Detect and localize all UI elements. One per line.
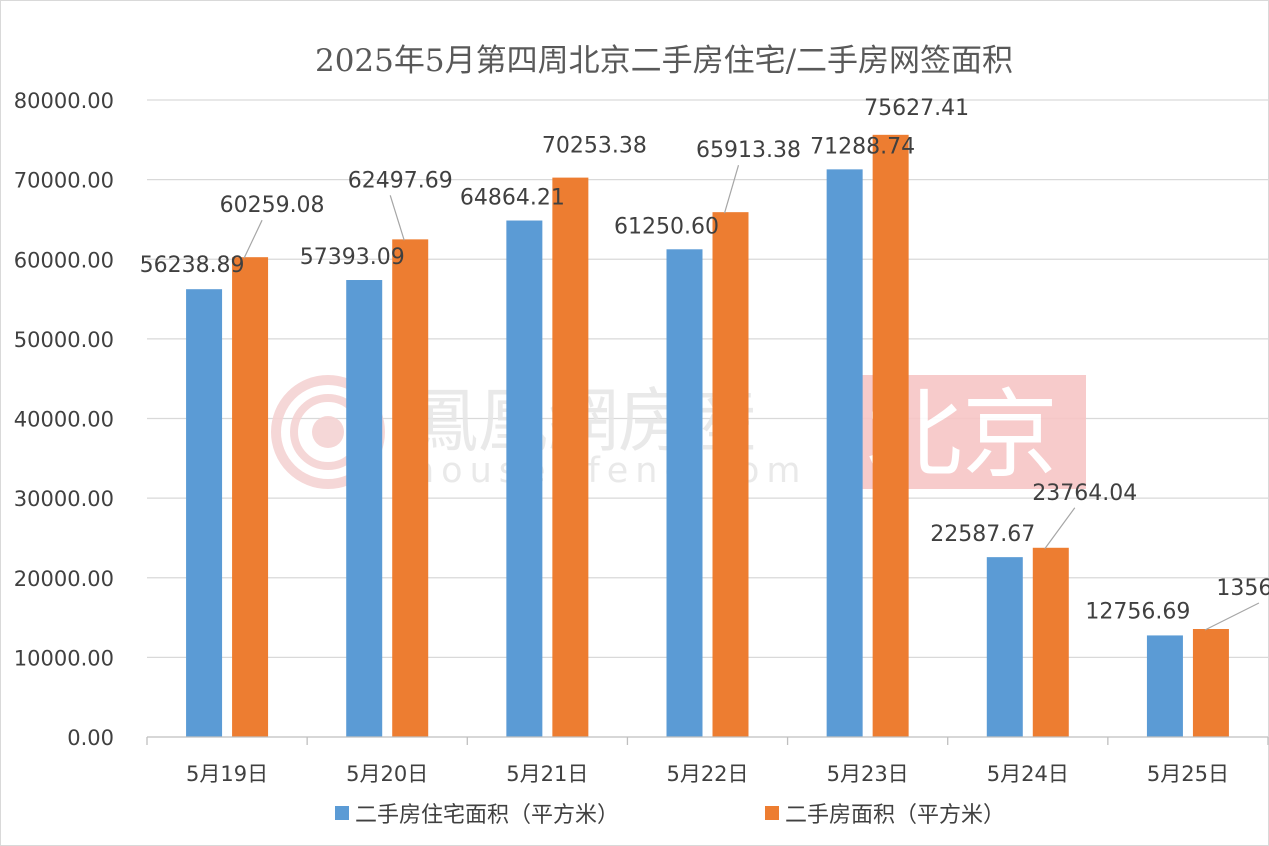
x-tick-label: 5月22日 [666, 762, 748, 786]
data-label-series-2: 65913.38 [696, 138, 801, 163]
data-label-series-1: 61250.60 [614, 214, 719, 239]
label-leader-line [723, 164, 740, 214]
legend-swatch-series-2 [765, 806, 779, 820]
bar-series-1 [186, 289, 223, 737]
label-leaders [243, 164, 1260, 631]
legend-label-series-2: 二手房面积（平方米） [785, 803, 1005, 828]
legend: 二手房住宅面积（平方米） 二手房面积（平方米） [335, 803, 1005, 828]
data-label-series-1: 56238.89 [140, 253, 245, 278]
data-label-series-1: 57393.09 [300, 245, 405, 270]
y-tick-label: 20000.00 [14, 567, 114, 591]
data-label-series-2: 13563.58 [1216, 576, 1269, 601]
y-tick-label: 30000.00 [14, 487, 114, 511]
bar-series-1 [666, 249, 703, 737]
bar-series-2 [712, 212, 749, 737]
x-tick-label: 5月19日 [186, 762, 268, 786]
bar-series-1 [1146, 635, 1183, 737]
data-label-series-1: 64864.21 [460, 186, 565, 211]
y-tick-label: 40000.00 [14, 408, 114, 432]
data-label-series-1: 22587.67 [930, 522, 1035, 547]
x-tick-label: 5月24日 [987, 762, 1069, 786]
data-label-series-2: 60259.08 [220, 193, 325, 218]
bar-series-2 [552, 177, 589, 737]
data-labels: 56238.89 60259.08 57393.09 62497.69 64864.21… [140, 96, 1269, 625]
bar-series-2 [1192, 629, 1229, 737]
data-label-series-2: 75627.41 [864, 96, 969, 121]
y-tick-label: 80000.00 [14, 89, 114, 113]
bar-series-1 [346, 280, 383, 737]
bar-series-1 [506, 220, 543, 737]
y-tick-label: 0.00 [67, 726, 114, 750]
bar-series-2 [392, 239, 429, 738]
y-tick-label: 70000.00 [14, 169, 114, 193]
bar-series-2 [1032, 547, 1069, 737]
bar-series-1 [986, 557, 1023, 737]
bars [186, 134, 1229, 738]
data-label-series-2: 23764.04 [1032, 481, 1137, 506]
label-leader-line [389, 195, 405, 241]
label-leader-line [243, 219, 263, 259]
legend-label-series-1: 二手房住宅面积（平方米） [355, 803, 619, 828]
data-label-series-1: 71288.74 [810, 134, 915, 159]
data-label-series-2: 70253.38 [542, 134, 647, 159]
label-leader-line [1204, 602, 1260, 631]
x-tick-label: 5月23日 [827, 762, 909, 786]
legend-swatch-series-1 [335, 806, 349, 820]
data-label-series-2: 62497.69 [348, 168, 453, 193]
x-tick-label: 5月21日 [506, 762, 588, 786]
data-label-series-1: 12756.69 [1085, 599, 1190, 624]
y-tick-label: 10000.00 [14, 646, 114, 670]
y-tick-label: 60000.00 [14, 248, 114, 272]
chart-title: 2025年5月第四周北京二手房住宅/二手房网签面积 [315, 43, 1013, 79]
label-leader-line [1044, 507, 1076, 550]
gridlines [147, 99, 1268, 659]
bar-series-2 [872, 134, 909, 737]
y-tick-label: 50000.00 [14, 328, 114, 352]
x-tick-label: 5月25日 [1147, 762, 1229, 786]
axes: 0.00 10000.00 20000.00 30000.00 40000.00 5000… [14, 89, 1269, 786]
bar-series-2 [232, 257, 269, 737]
x-tick-label: 5月20日 [346, 762, 428, 786]
bar-series-1 [826, 169, 863, 737]
